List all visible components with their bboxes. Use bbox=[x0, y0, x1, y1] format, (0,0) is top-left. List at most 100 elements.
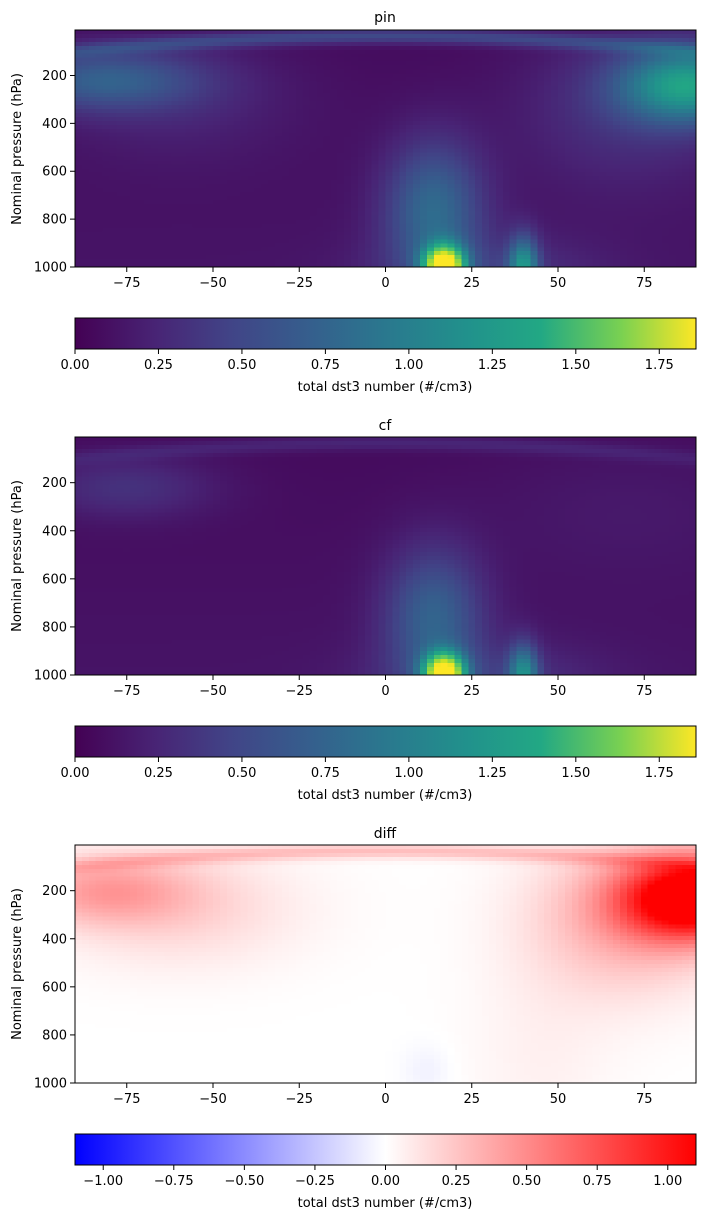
panel-cf: cf −75 −50 −25 0 25 50 75 200 400 600 800 1000 Nom… bbox=[10, 418, 697, 803]
colorbar-tick: 0.50 bbox=[227, 757, 256, 781]
colorbar-tick-label: 0.50 bbox=[227, 358, 256, 373]
y-tick: 400 bbox=[42, 932, 75, 947]
colorbar-tick-label: 1.25 bbox=[478, 766, 507, 781]
x-tick-label: 75 bbox=[636, 276, 653, 291]
colorbar-gradient bbox=[74, 725, 697, 758]
y-tick-label: 600 bbox=[42, 572, 67, 587]
y-tick-label: 600 bbox=[42, 980, 67, 995]
colorbar-tick-label: 0.00 bbox=[61, 358, 90, 373]
colorbar-tick-label: 0.75 bbox=[583, 1174, 612, 1189]
y-tick: 600 bbox=[42, 165, 75, 180]
colorbar-tick: 1.50 bbox=[561, 349, 590, 373]
x-tick-label: 50 bbox=[550, 684, 567, 699]
y-tick-label: 600 bbox=[42, 165, 67, 180]
y-tick-label: 800 bbox=[42, 1028, 67, 1043]
x-tick: 50 bbox=[550, 1083, 567, 1107]
y-tick: 800 bbox=[42, 620, 75, 635]
colorbar-gradient bbox=[74, 317, 697, 350]
x-tick: 0 bbox=[381, 1083, 390, 1107]
x-tick-label: −75 bbox=[113, 1092, 140, 1107]
y-tick-label: 200 bbox=[42, 884, 67, 899]
y-tick-label: 400 bbox=[42, 524, 67, 539]
y-tick: 400 bbox=[42, 117, 75, 132]
x-tick: −75 bbox=[113, 1083, 140, 1107]
colorbar-tick-label: 0.00 bbox=[61, 766, 90, 781]
x-tick-label: −75 bbox=[113, 684, 140, 699]
colorbar-tick: 0.25 bbox=[442, 1165, 471, 1189]
x-tick: −25 bbox=[286, 267, 313, 291]
y-tick-label: 800 bbox=[42, 213, 67, 228]
colorbar-tick-label: 1.00 bbox=[394, 358, 423, 373]
y-tick-label: 1000 bbox=[34, 1077, 67, 1092]
x-tick-label: −25 bbox=[286, 1092, 313, 1107]
colorbar: 0.00 0.25 0.50 0.75 1.00 1.25 1.50 1.75 total d… bbox=[61, 725, 697, 803]
x-tick-label: 75 bbox=[636, 684, 653, 699]
x-tick-label: 25 bbox=[463, 276, 480, 291]
x-tick: 25 bbox=[463, 675, 480, 699]
x-tick: −50 bbox=[199, 267, 227, 291]
colorbar-tick: 0.75 bbox=[311, 349, 340, 373]
heatmap-area bbox=[74, 29, 697, 268]
colorbar-gradient bbox=[74, 1133, 697, 1166]
colorbar-tick: 1.25 bbox=[478, 757, 507, 781]
y-tick: 200 bbox=[42, 884, 75, 899]
x-tick: 75 bbox=[636, 1083, 653, 1107]
heatmap-area bbox=[74, 436, 697, 676]
colorbar-tick-label: −0.50 bbox=[224, 1174, 264, 1189]
x-tick: −50 bbox=[199, 1083, 227, 1107]
y-axis-label: Nominal pressure (hPa) bbox=[10, 480, 25, 632]
heatmap-image bbox=[75, 437, 696, 675]
x-tick-label: −50 bbox=[199, 684, 226, 699]
colorbar-tick: 0.25 bbox=[144, 349, 173, 373]
x-axis: −75 −50 −25 0 25 50 75 bbox=[113, 675, 653, 699]
colorbar-tick-label: 1.25 bbox=[478, 358, 507, 373]
x-tick: 25 bbox=[463, 267, 480, 291]
colorbar-tick-label: −0.25 bbox=[295, 1174, 335, 1189]
y-tick: 1000 bbox=[34, 669, 75, 684]
y-tick: 600 bbox=[42, 980, 75, 995]
x-axis: −75 −50 −25 0 25 50 75 bbox=[113, 267, 653, 291]
colorbar-tick-label: 1.00 bbox=[653, 1174, 682, 1189]
y-tick: 800 bbox=[42, 213, 75, 228]
colorbar-tick: 1.00 bbox=[394, 757, 423, 781]
colorbar-ticks: 0.00 0.25 0.50 0.75 1.00 1.25 1.50 1.75 bbox=[61, 349, 674, 373]
y-tick-label: 400 bbox=[42, 117, 67, 132]
colorbar-tick-label: 1.50 bbox=[561, 358, 590, 373]
y-axis-label: Nominal pressure (hPa) bbox=[10, 73, 25, 225]
y-tick: 800 bbox=[42, 1028, 75, 1043]
colorbar-tick: −1.00 bbox=[83, 1165, 123, 1189]
colorbar-tick: 0.75 bbox=[311, 757, 340, 781]
x-tick: −50 bbox=[199, 675, 227, 699]
colorbar-tick: 1.00 bbox=[394, 349, 423, 373]
x-tick-label: 0 bbox=[381, 684, 389, 699]
colorbar-tick-label: 1.75 bbox=[645, 766, 674, 781]
colorbar-tick: 1.00 bbox=[653, 1165, 682, 1189]
colorbar-tick: 1.25 bbox=[478, 349, 507, 373]
colorbar-tick-label: −0.75 bbox=[154, 1174, 194, 1189]
y-axis-label: Nominal pressure (hPa) bbox=[10, 888, 25, 1040]
colorbar-tick: 1.75 bbox=[645, 757, 674, 781]
y-tick-label: 1000 bbox=[34, 261, 67, 276]
x-tick: 0 bbox=[381, 267, 390, 291]
x-tick: −75 bbox=[113, 675, 140, 699]
colorbar-tick: −0.50 bbox=[224, 1165, 264, 1189]
heatmap-image bbox=[75, 845, 696, 1083]
y-axis: 200 400 600 800 1000 bbox=[34, 476, 75, 684]
colorbar-tick-label: 0.75 bbox=[311, 358, 340, 373]
y-tick: 600 bbox=[42, 572, 75, 587]
colorbar-tick: 0.50 bbox=[512, 1165, 541, 1189]
y-tick: 400 bbox=[42, 524, 75, 539]
y-tick: 1000 bbox=[34, 1077, 75, 1092]
colorbar-tick-label: 0.50 bbox=[512, 1174, 541, 1189]
colorbar-tick: 0.00 bbox=[61, 349, 90, 373]
x-tick: −25 bbox=[286, 675, 313, 699]
colorbar-tick-label: 0.75 bbox=[311, 766, 340, 781]
x-tick: −75 bbox=[113, 267, 140, 291]
x-tick-label: 50 bbox=[550, 1092, 567, 1107]
x-tick-label: −75 bbox=[113, 276, 140, 291]
x-tick: 25 bbox=[463, 1083, 480, 1107]
colorbar: 0.00 0.25 0.50 0.75 1.00 1.25 1.50 1.75 total d… bbox=[61, 317, 697, 395]
colorbar-ticks: −1.00 −0.75 −0.50 −0.25 0.00 0.25 0.50 0.75 1.00 bbox=[83, 1165, 682, 1189]
x-tick: 75 bbox=[636, 267, 653, 291]
panel-title: diff bbox=[374, 826, 397, 842]
